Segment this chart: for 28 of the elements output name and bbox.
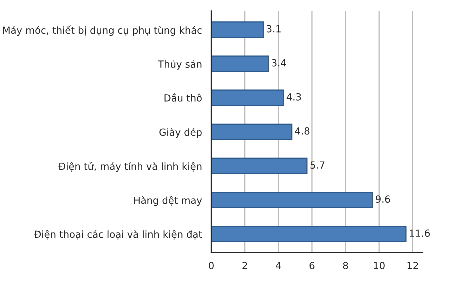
data-label: 4.3 bbox=[286, 93, 302, 101]
y-tick-label: Thủy sản bbox=[158, 60, 202, 70]
x-tick-label: 0 bbox=[209, 262, 214, 270]
x-tick-label: 12 bbox=[408, 262, 418, 270]
y-tick-label: Dầu thô bbox=[164, 93, 202, 102]
x-tick-label: 2 bbox=[242, 262, 248, 270]
bar bbox=[212, 56, 270, 72]
bar bbox=[212, 124, 293, 140]
y-tick-label: Điện tử, máy tính và linh kiện bbox=[58, 162, 202, 172]
bar bbox=[212, 226, 407, 242]
data-label: 3.1 bbox=[267, 25, 281, 33]
bar bbox=[212, 22, 264, 38]
x-tick-label: 10 bbox=[374, 262, 385, 270]
data-label: 4.8 bbox=[295, 128, 310, 135]
x-tick-label: 6 bbox=[310, 262, 315, 270]
x-tick-label: 4 bbox=[276, 262, 282, 270]
data-label: 3.4 bbox=[272, 59, 286, 67]
y-tick-label: Máy móc, thiết bị dụng cụ phụ tùng khác bbox=[3, 26, 202, 36]
bar bbox=[212, 192, 374, 208]
data-label: 11.6 bbox=[410, 230, 430, 238]
y-tick-label: Hàng dệt may bbox=[134, 196, 202, 206]
bar bbox=[212, 90, 284, 106]
y-tick-label: Giày dép bbox=[160, 128, 202, 138]
x-tick-label: 8 bbox=[343, 262, 348, 270]
data-label: 9.6 bbox=[376, 196, 390, 204]
y-tick-label: Điện thoại các loại và linh kiện đạt bbox=[34, 230, 202, 240]
bar bbox=[212, 158, 308, 174]
data-label: 5.7 bbox=[310, 162, 325, 169]
